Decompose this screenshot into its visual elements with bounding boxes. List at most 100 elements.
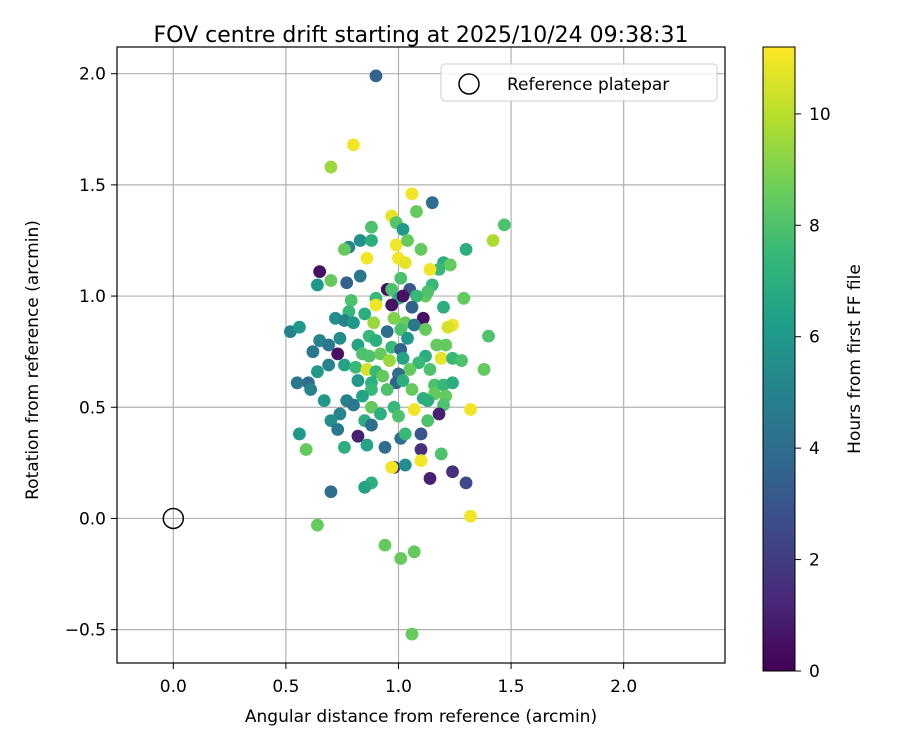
data-point (430, 338, 444, 352)
data-point (396, 289, 410, 303)
data-point (464, 509, 477, 523)
data-point (419, 323, 432, 336)
data-point (407, 545, 421, 559)
data-point (369, 334, 383, 347)
data-point (396, 222, 410, 236)
colorbar: 0 2 4 6 8 10 Hours from first FF file (762, 46, 865, 682)
data-point (347, 138, 360, 152)
data-point (369, 69, 383, 83)
x-axis-label: Angular distance from reference (arcmin) (245, 707, 597, 727)
data-point (398, 427, 412, 441)
x-axis-ticks: 0.0 0.5 1.0 1.5 2.0 (160, 663, 637, 697)
data-point (403, 363, 417, 376)
data-point (486, 234, 500, 247)
data-point (421, 285, 435, 299)
data-point (338, 440, 351, 454)
legend-box (440, 63, 718, 102)
x-tick-label: 1.0 (385, 677, 412, 697)
data-point (416, 311, 430, 325)
data-point (439, 338, 453, 352)
y-tick-label: 1.5 (79, 176, 106, 196)
y-tick-label: −0.5 (65, 621, 106, 641)
data-point (378, 538, 392, 552)
data-point (441, 320, 455, 334)
data-point (322, 358, 336, 372)
data-point (351, 429, 365, 443)
data-point (331, 347, 345, 361)
data-point (344, 294, 358, 307)
data-point (421, 394, 435, 407)
data-point (437, 300, 450, 314)
data-point (374, 347, 387, 361)
data-point (324, 414, 338, 428)
data-point (414, 242, 428, 256)
data-point (410, 289, 423, 303)
data-point (324, 485, 338, 499)
data-point (311, 518, 324, 532)
data-point (446, 376, 459, 390)
scatter-points (283, 69, 511, 641)
data-point (394, 552, 408, 565)
data-point (434, 351, 448, 365)
colorbar-gradient (762, 46, 796, 672)
y-tick-label: 0.0 (79, 509, 106, 529)
data-point (376, 369, 390, 383)
data-point (407, 403, 421, 416)
data-point (322, 338, 336, 352)
data-point (389, 238, 403, 252)
x-tick-label: 0.5 (272, 677, 299, 697)
data-point (394, 323, 408, 336)
y-tick-label: 0.5 (79, 398, 106, 418)
data-point (353, 269, 367, 283)
x-tick-label: 0.0 (160, 677, 187, 697)
data-point (401, 331, 414, 345)
data-point (360, 251, 374, 265)
data-point (365, 220, 378, 234)
legend-label: Reference platepar (507, 75, 669, 95)
data-point (353, 234, 367, 247)
data-point (347, 398, 360, 412)
data-point (369, 298, 383, 312)
colorbar-tick-label: 2 (809, 551, 820, 571)
data-point (405, 383, 419, 396)
data-point (497, 218, 511, 232)
data-point (304, 383, 318, 396)
data-point (398, 256, 412, 270)
data-point (425, 196, 439, 210)
data-point (405, 187, 419, 201)
data-point (365, 383, 378, 396)
chart-title: FOV centre drift starting at 2025/10/24 … (154, 23, 689, 48)
data-point (455, 354, 468, 367)
data-point (324, 274, 338, 287)
data-point (387, 311, 401, 325)
colorbar-ticks: 0 2 4 6 8 10 (795, 105, 831, 682)
y-axis-label: Rotation from reference (arcmin) (23, 220, 43, 500)
y-tick-label: 1.0 (79, 287, 106, 307)
data-point (446, 465, 459, 479)
data-point (414, 454, 428, 468)
data-point (459, 476, 473, 490)
y-tick-label: 2.0 (79, 65, 106, 85)
data-point (477, 363, 491, 376)
colorbar-tick-label: 0 (809, 662, 820, 682)
data-point (464, 403, 477, 416)
data-point (365, 418, 378, 432)
data-point (362, 349, 376, 363)
data-point (482, 329, 495, 343)
data-point (405, 627, 419, 641)
data-point (360, 438, 374, 452)
data-point (338, 358, 351, 372)
data-point (378, 440, 392, 454)
data-point (293, 320, 306, 334)
colorbar-tick-label: 6 (809, 328, 820, 348)
data-point (365, 400, 378, 414)
data-point (338, 242, 351, 256)
data-point (459, 242, 473, 256)
data-point (432, 407, 446, 421)
data-point (358, 480, 372, 494)
data-point (392, 409, 405, 423)
data-point (324, 160, 338, 174)
data-point (421, 414, 435, 428)
data-point (380, 383, 394, 396)
